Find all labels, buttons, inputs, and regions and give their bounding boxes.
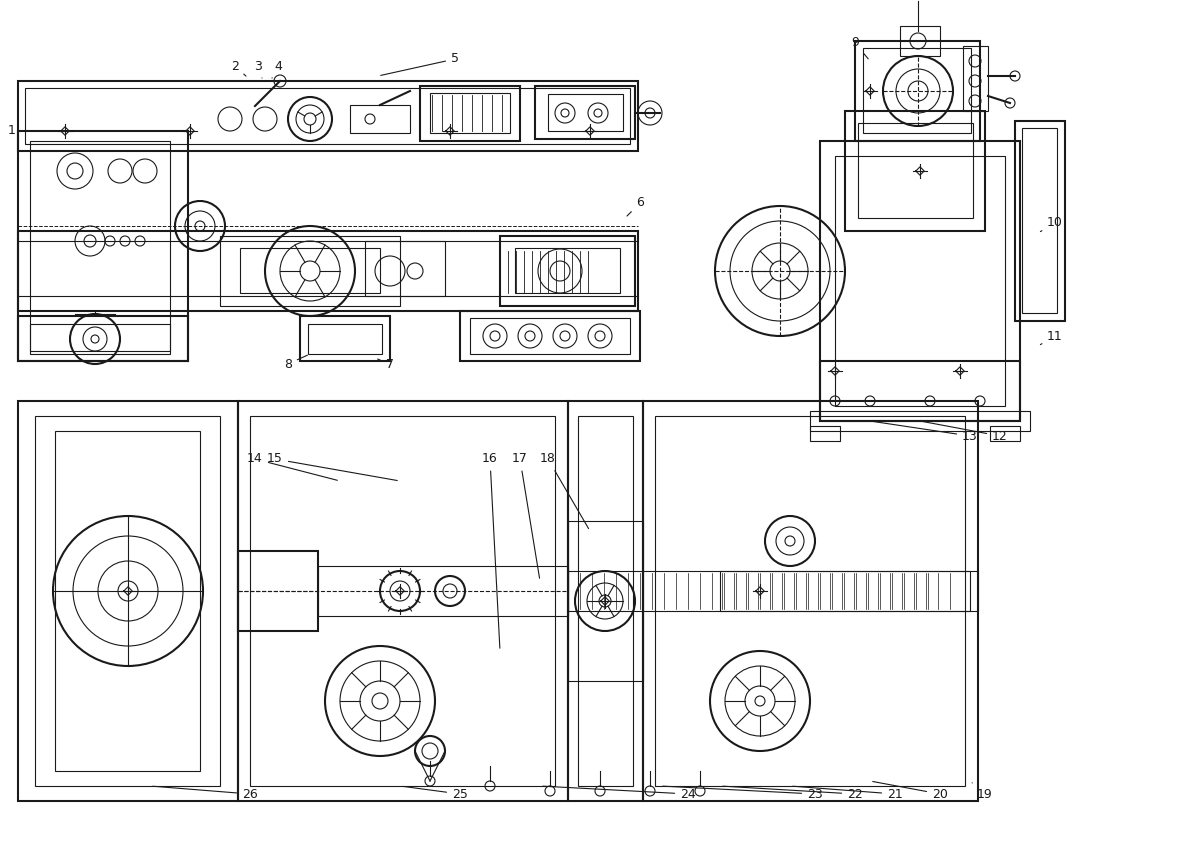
Bar bbox=[18, 401, 238, 801]
Bar bbox=[535, 86, 635, 139]
Bar bbox=[964, 46, 988, 111]
Text: 21: 21 bbox=[793, 786, 902, 801]
Bar bbox=[18, 81, 638, 151]
Text: 24: 24 bbox=[542, 786, 696, 801]
Bar bbox=[300, 316, 390, 361]
Bar bbox=[220, 236, 400, 306]
Bar bbox=[308, 324, 382, 354]
Bar bbox=[238, 401, 568, 801]
Bar bbox=[240, 248, 380, 293]
Bar bbox=[430, 93, 510, 133]
Bar bbox=[238, 551, 318, 631]
Bar bbox=[18, 316, 188, 361]
Text: 1: 1 bbox=[8, 124, 18, 141]
Text: 4: 4 bbox=[272, 60, 282, 78]
Bar bbox=[578, 416, 634, 786]
Text: 15: 15 bbox=[268, 453, 397, 481]
Text: 16: 16 bbox=[482, 453, 500, 648]
Bar bbox=[25, 88, 630, 144]
Bar bbox=[500, 236, 635, 306]
Bar bbox=[990, 426, 1020, 441]
Text: 17: 17 bbox=[512, 453, 540, 579]
Text: 25: 25 bbox=[403, 786, 468, 801]
Bar bbox=[810, 426, 840, 441]
Bar bbox=[835, 156, 1006, 406]
Bar bbox=[863, 48, 971, 133]
Bar bbox=[568, 521, 643, 681]
Bar bbox=[655, 416, 965, 786]
Bar bbox=[30, 324, 170, 354]
Text: 6: 6 bbox=[626, 197, 644, 216]
Bar bbox=[18, 231, 638, 311]
Text: 8: 8 bbox=[284, 355, 307, 370]
Bar bbox=[35, 416, 220, 786]
Text: 11: 11 bbox=[1040, 329, 1063, 345]
Bar bbox=[858, 123, 973, 218]
Bar bbox=[350, 105, 410, 133]
Bar bbox=[18, 131, 188, 361]
Bar bbox=[720, 571, 970, 611]
Text: 20: 20 bbox=[872, 781, 948, 801]
Bar bbox=[568, 401, 643, 801]
Bar bbox=[568, 571, 978, 611]
Bar bbox=[470, 318, 630, 354]
Bar bbox=[845, 111, 985, 231]
Text: 18: 18 bbox=[540, 453, 589, 528]
Text: 14: 14 bbox=[247, 453, 337, 480]
Bar bbox=[318, 566, 568, 616]
Bar bbox=[820, 141, 1020, 421]
Bar bbox=[55, 431, 200, 771]
Bar bbox=[820, 361, 1020, 421]
Bar bbox=[854, 41, 980, 141]
Bar bbox=[420, 86, 520, 141]
Bar bbox=[515, 248, 620, 293]
Bar bbox=[900, 26, 940, 56]
Text: 3: 3 bbox=[254, 60, 262, 78]
Text: 12: 12 bbox=[923, 421, 1008, 443]
Text: 9: 9 bbox=[851, 37, 869, 59]
Bar bbox=[365, 241, 445, 296]
Text: 2: 2 bbox=[232, 60, 246, 76]
Text: 26: 26 bbox=[152, 786, 258, 801]
Text: 22: 22 bbox=[722, 786, 863, 801]
Bar bbox=[1015, 121, 1066, 321]
Bar bbox=[548, 94, 623, 131]
Bar bbox=[460, 311, 640, 361]
Bar bbox=[30, 141, 170, 351]
Bar bbox=[810, 411, 1030, 431]
Bar bbox=[250, 416, 554, 786]
Text: 7: 7 bbox=[378, 357, 394, 370]
Text: 5: 5 bbox=[380, 53, 458, 76]
Text: 19: 19 bbox=[972, 783, 992, 801]
Bar bbox=[643, 401, 978, 801]
Bar bbox=[1022, 128, 1057, 313]
Text: 10: 10 bbox=[1040, 216, 1063, 231]
Text: 13: 13 bbox=[872, 421, 978, 443]
Text: 23: 23 bbox=[662, 786, 823, 801]
